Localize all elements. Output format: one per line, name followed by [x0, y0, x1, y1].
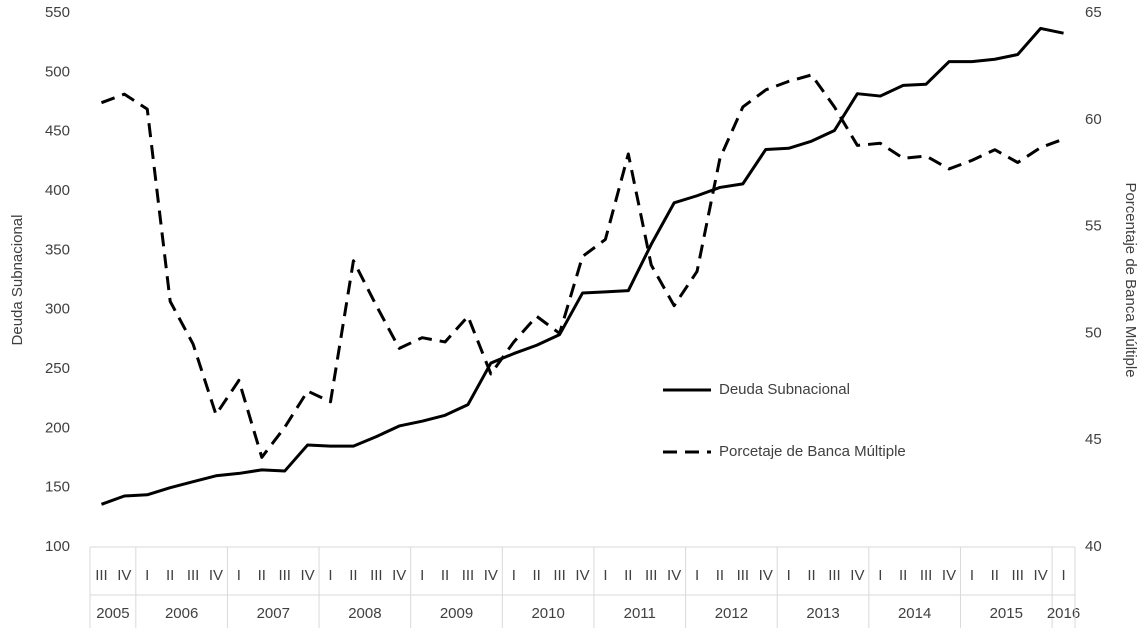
y-tick-label: 350 [45, 241, 70, 258]
x-tick-label: III [645, 567, 658, 584]
x-tick-label: IV [209, 567, 223, 584]
series-line [100, 26, 1064, 506]
y-tick-label: 400 [45, 182, 70, 199]
x-tick-label: IV [942, 567, 956, 584]
y-tick-label: 200 [45, 419, 70, 436]
y2-axis-label: Porcentaje de Banca Múltiple [1122, 182, 1139, 377]
x-tick-label: I [970, 567, 974, 584]
year-label: 2013 [806, 605, 839, 622]
year-label: 2015 [990, 605, 1023, 622]
x-tick-label: IV [575, 567, 589, 584]
x-tick-label: II [166, 567, 174, 584]
x-tick-label: III [462, 567, 475, 584]
x-tick-label: I [237, 567, 241, 584]
x-tick-label: I [695, 567, 699, 584]
x-tick-label: III [553, 567, 566, 584]
x-tick-label: IV [484, 567, 498, 584]
legend-label: Porcetaje de Banca Múltiple [719, 443, 906, 460]
legend-label: Deuda Subnacional [719, 381, 850, 398]
y2-tick-label: 65 [1085, 4, 1102, 21]
year-label: 2007 [257, 605, 290, 622]
x-tick-label: III [95, 567, 108, 584]
x-tick-label: IV [1034, 567, 1048, 584]
x-tick-label: II [991, 567, 999, 584]
x-tick-label: II [624, 567, 632, 584]
x-tick-label: III [1011, 567, 1024, 584]
year-label: 2008 [348, 605, 381, 622]
year-label: 2014 [898, 605, 931, 622]
year-label: 2005 [96, 605, 129, 622]
x-tick-label: III [370, 567, 383, 584]
x-tick-label: IV [759, 567, 773, 584]
x-tick-label: I [787, 567, 791, 584]
x-tick-label: II [807, 567, 815, 584]
x-tick-label: I [328, 567, 332, 584]
y-tick-label: 500 [45, 63, 70, 80]
x-tick-label: II [533, 567, 541, 584]
y-axis-label: Deuda Subnacional [9, 215, 26, 346]
x-tick-label: IV [117, 567, 131, 584]
x-tick-label: IV [850, 567, 864, 584]
x-tick-label: IV [301, 567, 315, 584]
x-tick-label: IV [392, 567, 406, 584]
y2-tick-label: 60 [1085, 111, 1102, 128]
year-label: 2009 [440, 605, 473, 622]
x-tick-label: III [828, 567, 841, 584]
x-tick-label: III [920, 567, 933, 584]
x-tick-label: I [603, 567, 607, 584]
y2-tick-label: 55 [1085, 218, 1102, 235]
year-label: 2010 [531, 605, 564, 622]
y-tick-label: 250 [45, 360, 70, 377]
series-line [100, 73, 1065, 459]
year-label: 2012 [715, 605, 748, 622]
x-tick-label: II [441, 567, 449, 584]
x-tick-label: III [737, 567, 750, 584]
x-tick-label: I [145, 567, 149, 584]
year-label: 2006 [165, 605, 198, 622]
x-tick-label: II [349, 567, 357, 584]
year-label: 2011 [624, 605, 656, 622]
x-tick-label: I [1061, 567, 1065, 584]
x-tick-label: II [258, 567, 266, 584]
y2-tick-label: 45 [1085, 431, 1102, 448]
x-tick-label: I [512, 567, 516, 584]
y2-tick-label: 50 [1085, 324, 1102, 341]
y-tick-label: 150 [45, 479, 70, 496]
x-tick-label: I [878, 567, 882, 584]
y-tick-label: 450 [45, 123, 70, 140]
x-tick-label: II [899, 567, 907, 584]
x-tick-label: I [420, 567, 424, 584]
x-tick-label: II [716, 567, 724, 584]
x-tick-label: IV [667, 567, 681, 584]
y-tick-label: 300 [45, 301, 70, 318]
y-tick-label: 100 [45, 538, 70, 555]
y2-tick-label: 40 [1085, 538, 1102, 555]
year-label: 2016 [1047, 605, 1080, 622]
x-tick-label: III [187, 567, 200, 584]
x-tick-label: III [278, 567, 291, 584]
y-tick-label: 550 [45, 4, 70, 21]
